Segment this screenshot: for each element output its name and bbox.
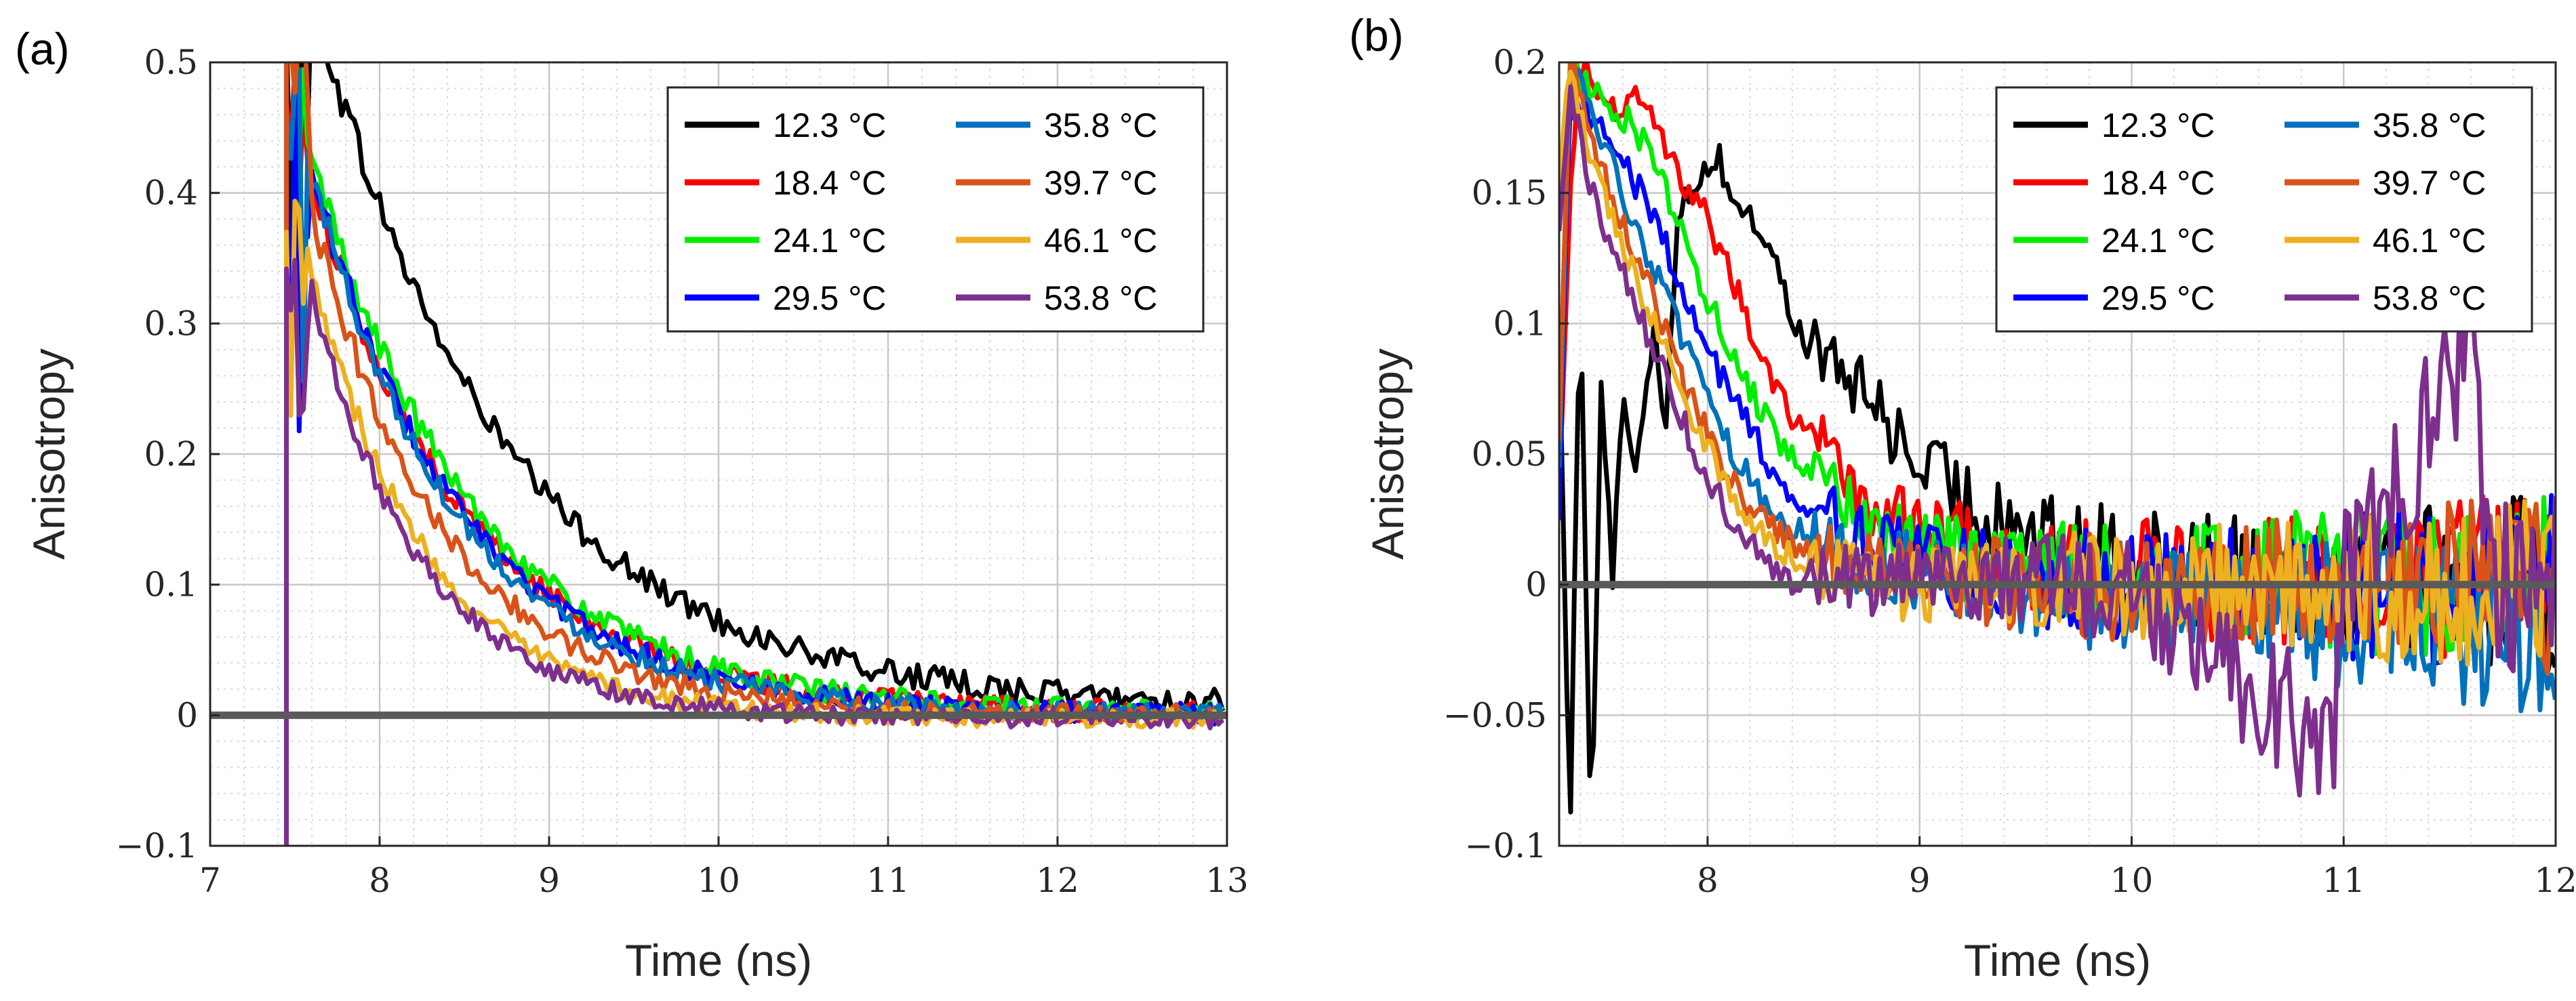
legend-item: 29.5 °C xyxy=(2013,279,2215,317)
y-tick-label: 0.3 xyxy=(144,304,198,343)
x-tick-label: 10 xyxy=(697,861,740,900)
legend-label: 35.8 °C xyxy=(1044,106,1157,144)
x-tick-label: 9 xyxy=(1909,861,1931,900)
series-line xyxy=(1559,69,2556,667)
x-tick-label: 7 xyxy=(199,861,221,900)
legend-label: 46.1 °C xyxy=(1044,222,1157,260)
legend-box xyxy=(1995,86,2533,333)
x-tick-label: 11 xyxy=(2322,861,2365,900)
legend-label: 24.1 °C xyxy=(2101,222,2215,260)
legend-item: 53.8 °C xyxy=(2285,279,2486,317)
x-tick-label: 8 xyxy=(369,861,390,900)
panel-a: 7 8 9 10 11 12 13 −0.1 0 0.1 0.2 0.3 0.4 0.5 Time (ns)… xyxy=(15,24,1249,985)
y-tick-label: 0.1 xyxy=(144,565,198,605)
legend-label: 46.1 °C xyxy=(2373,222,2486,260)
legend-item: 35.8 °C xyxy=(2285,106,2486,144)
y-tick-label: 0.4 xyxy=(144,173,198,213)
series-line xyxy=(284,62,1225,846)
panel-label: (b) xyxy=(1349,10,1404,60)
legend-box xyxy=(666,86,1205,333)
x-tick-label: 10 xyxy=(2110,861,2154,900)
legend-label: 18.4 °C xyxy=(2101,164,2215,202)
y-tick-label: 0.5 xyxy=(144,43,198,82)
legend-label: 29.5 °C xyxy=(2101,279,2215,317)
x-axis-label: Time (ns) xyxy=(1964,935,2151,985)
y-tick-label: 0.15 xyxy=(1472,173,1547,213)
legend-item: 46.1 °C xyxy=(2285,222,2486,260)
legend-label: 18.4 °C xyxy=(773,164,886,202)
series-line xyxy=(284,62,1226,846)
legend-item: 29.5 °C xyxy=(685,279,886,317)
y-axis-label: Anisotropy xyxy=(24,348,74,560)
y-tick-label: 0 xyxy=(176,695,198,735)
y-tick-label: 0.2 xyxy=(1493,43,1547,82)
y-tick-label: 0.05 xyxy=(1472,434,1547,474)
legend-label: 24.1 °C xyxy=(773,222,886,260)
legend-item: 18.4 °C xyxy=(2013,164,2215,202)
y-tick-label: 0 xyxy=(1525,565,1547,605)
panel-label: (a) xyxy=(15,24,70,74)
y-tick-label: −0.05 xyxy=(1443,695,1547,735)
x-tick-label: 12 xyxy=(2534,861,2576,900)
series-group xyxy=(1559,62,2556,815)
legend-label: 39.7 °C xyxy=(1044,164,1157,202)
x-tick-label: 9 xyxy=(538,861,560,900)
legend-item: 39.7 °C xyxy=(2285,164,2486,202)
y-tick-label: 0.2 xyxy=(144,434,198,474)
legend-item: 35.8 °C xyxy=(956,106,1157,144)
y-tick-label: −0.1 xyxy=(116,826,198,865)
panel-b: 8 9 10 11 12 −0.1 −0.05 0 0.05 0.1 0.15 0.2 Time (ns… xyxy=(1349,10,2576,985)
legend-label: 12.3 °C xyxy=(773,106,886,144)
legend-item: 24.1 °C xyxy=(685,222,886,260)
legend-label: 39.7 °C xyxy=(2373,164,2486,202)
x-axis-label: Time (ns) xyxy=(625,935,812,985)
legend-item: 39.7 °C xyxy=(956,164,1157,202)
y-axis-label: Anisotropy xyxy=(1363,348,1413,560)
legend-label: 12.3 °C xyxy=(2101,106,2215,144)
y-tick-label: 0.1 xyxy=(1493,304,1547,343)
legend-item: 12.3 °C xyxy=(2013,106,2215,144)
legend: 12.3 °C 18.4 °C 24.1 °C 29.5 °C 35.8 °C 39.7 … xyxy=(666,86,1205,333)
legend-label: 53.8 °C xyxy=(1044,279,1157,317)
x-tick-label: 13 xyxy=(1205,861,1249,900)
x-tick-label: 11 xyxy=(866,861,910,900)
legend-item: 18.4 °C xyxy=(685,164,886,202)
legend: 12.3 °C 18.4 °C 24.1 °C 29.5 °C 35.8 °C 39.7 … xyxy=(1995,86,2533,333)
y-tick-label: −0.1 xyxy=(1465,826,1547,865)
legend-label: 35.8 °C xyxy=(2373,106,2486,144)
legend-label: 53.8 °C xyxy=(2373,279,2486,317)
x-tick-label: 8 xyxy=(1697,861,1718,900)
x-tick-label: 12 xyxy=(1036,861,1079,900)
legend-item: 53.8 °C xyxy=(956,279,1157,317)
legend-item: 46.1 °C xyxy=(956,222,1157,260)
legend-item: 24.1 °C xyxy=(2013,222,2215,260)
legend-item: 12.3 °C xyxy=(685,106,886,144)
series-line xyxy=(1559,84,2556,798)
legend-label: 29.5 °C xyxy=(773,279,886,317)
